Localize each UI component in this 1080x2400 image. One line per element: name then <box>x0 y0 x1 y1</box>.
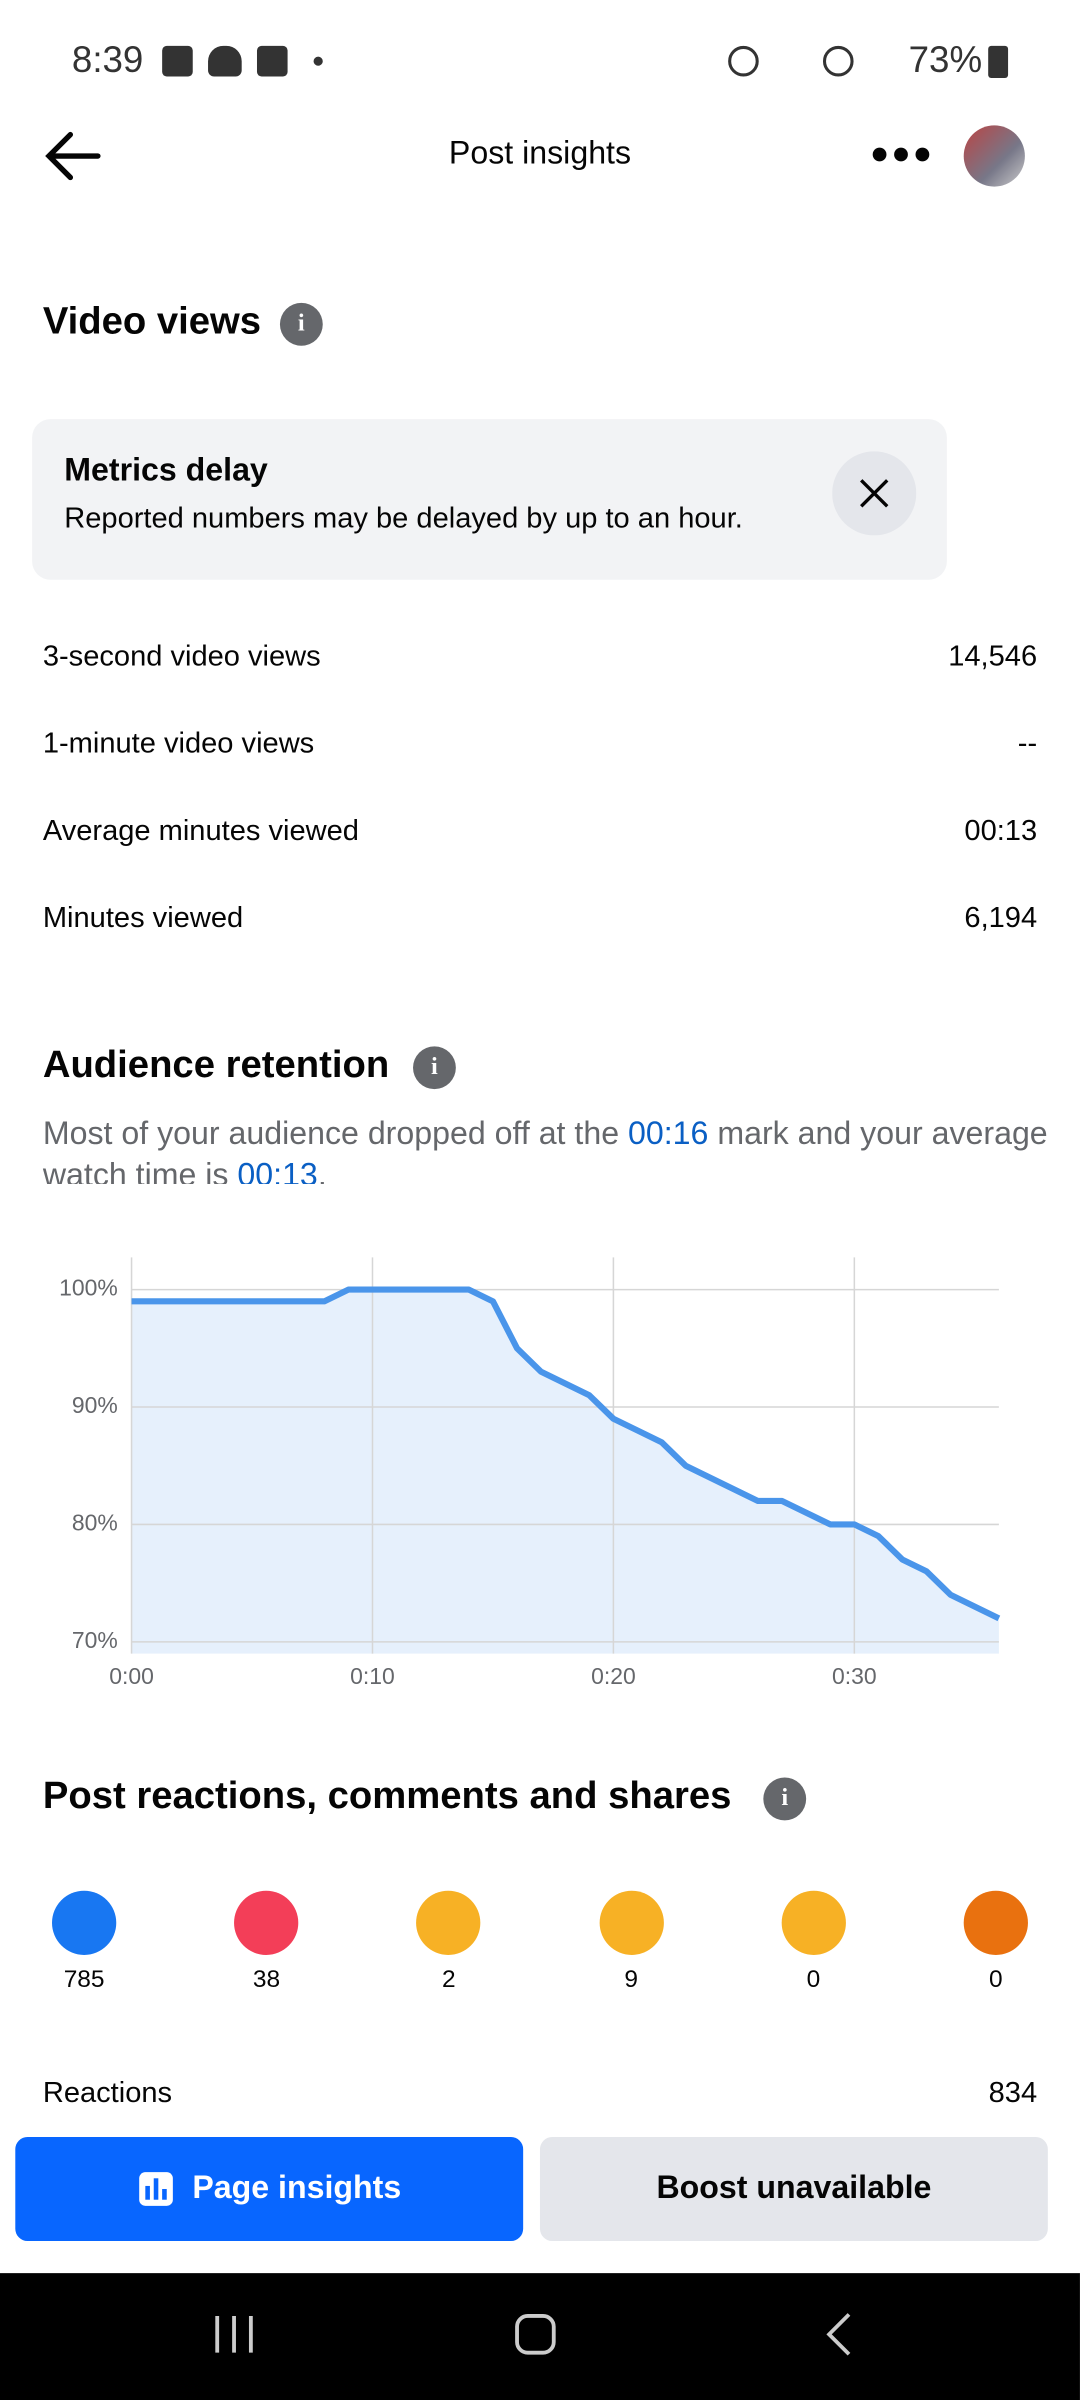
y-tick-label: 100% <box>59 1275 118 1301</box>
text: mark and your average watch time is <box>42 1116 1048 1184</box>
info-icon[interactable]: i <box>279 302 323 346</box>
notice-card <box>32 419 947 580</box>
button-label: Boost unavailable <box>656 2170 932 2206</box>
more-button[interactable] <box>872 145 930 163</box>
clock: 8:39 <box>71 39 144 82</box>
reaction-icon <box>963 1890 1028 1955</box>
section-title: Audience retention <box>42 1043 390 1087</box>
retention-line <box>131 1286 1001 1622</box>
area-fill <box>131 1289 999 1654</box>
metric-value: -- <box>1017 728 1038 761</box>
metric-row: Average minutes viewed 00:13 <box>43 815 1037 849</box>
status-dot <box>313 56 323 66</box>
page-insights-button[interactable]: Page insights <box>15 2136 524 2242</box>
battery-icon <box>988 45 1009 79</box>
x-tick-label: 0:30 <box>832 1663 877 1689</box>
close-button[interactable] <box>832 451 917 536</box>
metric-value: 14,546 <box>948 640 1038 674</box>
reaction-count: 2 <box>441 1967 456 1994</box>
status-icon <box>162 45 193 77</box>
metric-value: 00:13 <box>964 815 1038 848</box>
boost-button[interactable]: Boost unavailable <box>539 2136 1048 2242</box>
x-tick-label: 0:10 <box>350 1663 395 1689</box>
y-tick-label: 80% <box>72 1509 118 1535</box>
button-label: Page insights <box>192 2170 402 2206</box>
reaction-icon <box>52 1890 117 1955</box>
x-tick-label: 0:00 <box>109 1663 154 1689</box>
info-icon[interactable]: i <box>413 1046 456 1090</box>
header-title: Post insights <box>448 136 632 172</box>
highlight: 00:16 <box>628 1116 709 1152</box>
profile-avatar[interactable] <box>963 125 1025 187</box>
metric-label: 1-minute video views <box>42 728 315 761</box>
battery-text: 73% <box>908 39 983 82</box>
total-label: Reactions <box>42 2077 173 2110</box>
metric-row: Minutes viewed 6,194 <box>43 903 1037 937</box>
status-icon <box>256 45 288 77</box>
x-tick-label: 0:20 <box>591 1663 636 1689</box>
retention-description: Most of your audience dropped off at the… <box>43 1114 1053 1184</box>
nav-icons <box>215 2313 851 2356</box>
metric-value: 6,194 <box>964 902 1038 935</box>
metric-row: 1-minute video views -- <box>43 728 1037 762</box>
reaction-count: 0 <box>806 1967 821 1994</box>
reaction-count: 9 <box>624 1967 638 1994</box>
reaction-icon <box>416 1890 481 1955</box>
reaction-icon <box>599 1890 664 1955</box>
text: Most of your audience dropped off at the <box>42 1116 629 1152</box>
dnd-icon <box>822 45 854 77</box>
y-tick-label: 90% <box>72 1392 118 1418</box>
insights-icon <box>138 2172 173 2206</box>
alarm-icon <box>728 45 759 77</box>
back-button[interactable] <box>43 131 104 181</box>
reaction-count: 0 <box>989 1967 1003 1994</box>
retention-chart: 70% 80% 90% 100% 0:00 0:10 0:20 0:30 <box>59 1257 1001 1689</box>
reaction-count: 785 <box>63 1967 105 1994</box>
reaction-icon <box>234 1890 299 1955</box>
section-title: Video views <box>42 299 262 343</box>
metric-row: 3-second video views 14,546 <box>43 641 1037 675</box>
notice-text: Reported numbers may be delayed by up to… <box>64 503 743 536</box>
highlight: 00:13 <box>237 1157 318 1184</box>
text: . <box>317 1157 327 1184</box>
metric-label: Minutes viewed <box>42 902 244 935</box>
nav-bar <box>0 2273 1080 2400</box>
total-value: 834 <box>988 2077 1038 2110</box>
reaction-icon <box>781 1890 846 1955</box>
info-icon[interactable]: i <box>763 1777 807 1821</box>
metric-label: 3-second video views <box>42 640 321 674</box>
status-icon <box>208 45 242 77</box>
y-tick-label: 70% <box>72 1627 118 1653</box>
notice-title: Metrics delay <box>64 452 268 488</box>
section-title: Post reactions, comments and shares <box>42 1774 732 1818</box>
metric-label: Average minutes viewed <box>42 815 359 848</box>
reaction-count: 38 <box>252 1967 281 1994</box>
